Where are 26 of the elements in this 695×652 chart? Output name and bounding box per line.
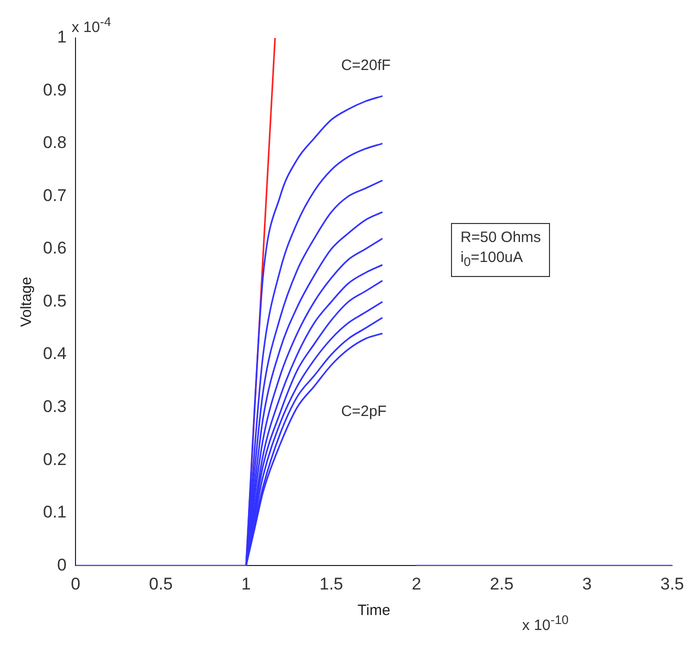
- x-tick-label: 2.5: [490, 574, 514, 594]
- x-tick-label: 3: [582, 574, 592, 594]
- x-tick-label: 3.5: [660, 574, 684, 594]
- x-tick-label: 0.5: [149, 574, 173, 594]
- y-tick-label: 0.3: [42, 397, 67, 416]
- x-tick-label: 2: [412, 574, 422, 594]
- y-tick-label: 0.7: [42, 186, 67, 205]
- y-tick-label: 1: [57, 28, 67, 47]
- y-tick-label: 0.5: [42, 291, 67, 310]
- y-axis-title: Voltage: [18, 276, 36, 327]
- y-tick-label: 0.4: [42, 344, 67, 364]
- y-tick-label: 0.1: [42, 502, 67, 522]
- annotation: R=50 Ohms i$_{0}$=100uA: [451, 222, 550, 277]
- y-tick-label: 0.9: [42, 80, 67, 100]
- text: x 10$^{-10}$: [522, 612, 569, 636]
- y-tick-label: 0.8: [42, 133, 67, 152]
- y-tick-label: 0.6: [42, 238, 67, 258]
- annotation: C=20fF: [341, 56, 391, 76]
- x-tick-label: 0: [70, 574, 80, 594]
- y-tick-label: 0.2: [42, 450, 67, 469]
- annotation: C=2pF: [341, 402, 387, 422]
- x-axis-title: Time: [358, 602, 390, 620]
- y-tick-label: 0: [57, 555, 67, 574]
- text: x 10$^{-4}$: [72, 14, 112, 38]
- x-tick-label: 1.5: [319, 574, 344, 594]
- x-tick-label: 1: [241, 574, 251, 594]
